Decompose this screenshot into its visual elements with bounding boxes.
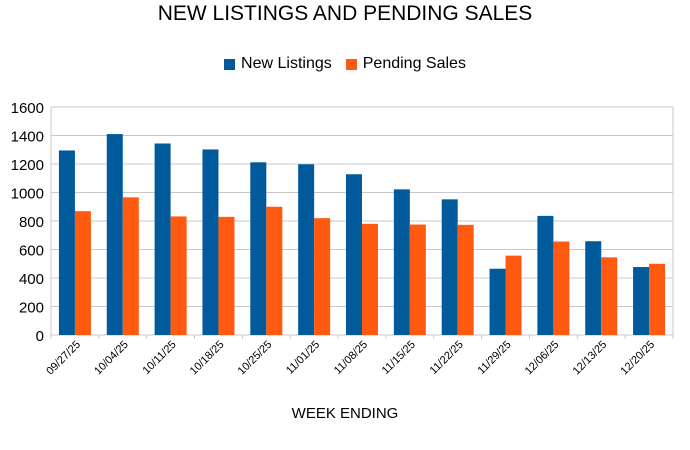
x-tick-label: 09/27/25 xyxy=(44,339,83,378)
y-tick-label: 400 xyxy=(19,271,44,288)
x-tick-label: 12/06/25 xyxy=(523,339,562,378)
x-tick-label: 10/25/25 xyxy=(236,339,275,378)
bar-pending-sales xyxy=(409,224,426,335)
bar-new-listings xyxy=(154,143,171,335)
bar-pending-sales xyxy=(266,206,283,335)
bar-new-listings xyxy=(250,162,267,335)
chart-title: NEW LISTINGS AND PENDING SALES xyxy=(157,2,533,25)
bar-pending-sales xyxy=(314,218,331,335)
legend-label: Pending Sales xyxy=(362,55,466,72)
bar-new-listings xyxy=(489,268,506,335)
bar-pending-sales xyxy=(170,216,187,335)
bar-new-listings xyxy=(441,199,458,335)
x-tick-label: 11/22/25 xyxy=(428,339,466,377)
bar-pending-sales xyxy=(649,263,666,335)
x-tick-label: 11/15/25 xyxy=(380,339,418,377)
bar-pending-sales xyxy=(122,197,139,335)
x-axis-label: WEEK ENDING xyxy=(291,405,399,422)
x-tick-label: 12/20/25 xyxy=(618,339,657,378)
legend-swatch-pending-sales xyxy=(345,58,357,70)
x-tick-label: 10/18/25 xyxy=(188,339,227,378)
y-tick-label: 600 xyxy=(19,243,44,260)
bar-new-listings xyxy=(298,164,315,335)
legend-label: New Listings xyxy=(241,55,332,72)
x-tick-label: 11/29/25 xyxy=(475,339,513,377)
y-tick-label: 1600 xyxy=(11,100,44,117)
legend: New Listings Pending Sales xyxy=(0,55,690,73)
x-tick-label: 11/01/25 xyxy=(284,339,322,377)
bar-new-listings xyxy=(202,149,219,335)
bar-new-listings xyxy=(58,150,75,335)
bar-pending-sales xyxy=(74,211,91,335)
y-tick-label: 1000 xyxy=(11,186,44,203)
bar-new-listings xyxy=(346,174,362,335)
x-tick-label: 10/04/25 xyxy=(92,339,131,378)
bar-pending-sales xyxy=(601,257,618,335)
y-tick-label: 1400 xyxy=(11,129,44,146)
bar-pending-sales xyxy=(362,223,378,335)
y-tick-label: 0 xyxy=(36,328,44,345)
bar-new-listings xyxy=(106,134,123,335)
x-tick-label: 11/08/25 xyxy=(332,339,370,377)
y-tick-label: 200 xyxy=(19,300,44,317)
bar-new-listings xyxy=(585,241,602,335)
x-tick-label: 12/13/25 xyxy=(571,339,610,378)
legend-item-new-listings: New Listings xyxy=(224,55,332,73)
bar-new-listings xyxy=(537,215,554,335)
legend-swatch-new-listings xyxy=(224,58,236,70)
bar-pending-sales xyxy=(505,255,522,335)
bar-pending-sales xyxy=(218,216,235,335)
bar-new-listings xyxy=(633,267,650,335)
bar-new-listings xyxy=(393,189,410,335)
y-tick-label: 800 xyxy=(19,214,44,231)
x-tick-label: 10/11/25 xyxy=(141,339,179,377)
bar-pending-sales xyxy=(553,241,570,335)
legend-item-pending-sales: Pending Sales xyxy=(345,55,466,73)
y-tick-label: 1200 xyxy=(11,157,44,174)
bar-pending-sales xyxy=(457,224,474,335)
